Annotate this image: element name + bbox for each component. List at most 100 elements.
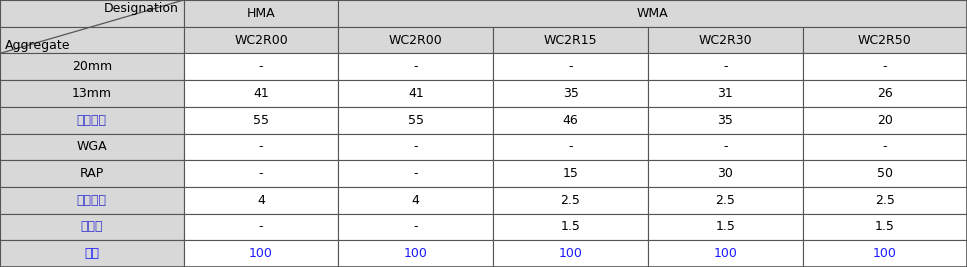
Bar <box>493 214 648 240</box>
Text: 15: 15 <box>563 167 578 180</box>
Bar <box>338 0 967 27</box>
Bar <box>0 0 184 27</box>
Bar <box>184 80 338 107</box>
Bar <box>493 80 648 107</box>
Text: 46: 46 <box>563 114 578 127</box>
Bar <box>648 53 803 80</box>
Bar <box>0 240 184 267</box>
Text: 55: 55 <box>253 114 269 127</box>
Text: -: - <box>569 60 572 73</box>
Text: 41: 41 <box>408 87 424 100</box>
Text: Aggregate: Aggregate <box>5 39 71 52</box>
Bar <box>338 187 493 214</box>
Bar <box>184 187 338 214</box>
Bar <box>0 187 184 214</box>
Text: 35: 35 <box>563 87 578 100</box>
Text: -: - <box>414 60 418 73</box>
Bar <box>184 107 338 134</box>
Bar <box>338 134 493 160</box>
Bar <box>0 107 184 134</box>
Bar <box>493 240 648 267</box>
Bar <box>803 80 967 107</box>
Bar <box>493 27 648 53</box>
Bar <box>0 134 184 160</box>
Text: -: - <box>723 60 727 73</box>
Bar <box>803 27 967 53</box>
Bar <box>493 160 648 187</box>
Text: -: - <box>259 167 263 180</box>
Bar <box>493 107 648 134</box>
Text: 석회석분: 석회석분 <box>76 194 107 207</box>
Text: 31: 31 <box>718 87 733 100</box>
Text: 100: 100 <box>559 247 582 260</box>
Bar <box>338 160 493 187</box>
Text: 35: 35 <box>718 114 733 127</box>
Bar <box>184 0 338 27</box>
Text: 4: 4 <box>257 194 265 207</box>
Text: 50: 50 <box>877 167 893 180</box>
Bar <box>338 27 493 53</box>
Text: WC2R00: WC2R00 <box>389 34 443 46</box>
Text: 4: 4 <box>412 194 420 207</box>
Bar <box>648 80 803 107</box>
Text: Designation: Designation <box>104 2 179 14</box>
Text: 1.5: 1.5 <box>716 221 735 233</box>
Text: 100: 100 <box>873 247 896 260</box>
Bar <box>338 240 493 267</box>
Text: -: - <box>569 140 572 153</box>
Text: 100: 100 <box>404 247 427 260</box>
Text: -: - <box>414 221 418 233</box>
Bar <box>0 80 184 107</box>
Text: 2.5: 2.5 <box>875 194 894 207</box>
Text: HMA: HMA <box>247 7 276 20</box>
Bar <box>493 134 648 160</box>
Text: -: - <box>259 60 263 73</box>
Text: 20: 20 <box>877 114 893 127</box>
Text: 부순모래: 부순모래 <box>76 114 107 127</box>
Text: 합계: 합계 <box>84 247 100 260</box>
Bar <box>648 107 803 134</box>
Bar <box>184 134 338 160</box>
Bar <box>803 134 967 160</box>
Text: WC2R30: WC2R30 <box>698 34 752 46</box>
Bar <box>184 160 338 187</box>
Bar <box>803 240 967 267</box>
Bar <box>0 53 184 80</box>
Text: WC2R15: WC2R15 <box>543 34 598 46</box>
Bar <box>0 214 184 240</box>
Text: -: - <box>414 140 418 153</box>
Text: -: - <box>259 140 263 153</box>
Text: WC2R50: WC2R50 <box>858 34 912 46</box>
Bar <box>648 27 803 53</box>
Bar <box>0 27 184 53</box>
Bar <box>184 214 338 240</box>
Text: 26: 26 <box>877 87 893 100</box>
Bar <box>803 107 967 134</box>
Text: 2.5: 2.5 <box>561 194 580 207</box>
Bar <box>184 27 338 53</box>
Text: -: - <box>883 60 887 73</box>
Text: RAP: RAP <box>79 167 104 180</box>
Bar <box>648 160 803 187</box>
Bar <box>338 80 493 107</box>
Bar <box>648 187 803 214</box>
Bar <box>648 134 803 160</box>
Bar <box>338 214 493 240</box>
Bar <box>648 240 803 267</box>
Text: -: - <box>723 140 727 153</box>
Bar <box>184 53 338 80</box>
Bar <box>648 214 803 240</box>
Text: WMA: WMA <box>637 7 668 20</box>
Bar <box>803 214 967 240</box>
Bar <box>803 160 967 187</box>
Text: 2.5: 2.5 <box>716 194 735 207</box>
Text: -: - <box>883 140 887 153</box>
Text: -: - <box>259 221 263 233</box>
Text: WGA: WGA <box>76 140 107 153</box>
Text: WC2R00: WC2R00 <box>234 34 288 46</box>
Text: 1.5: 1.5 <box>875 221 894 233</box>
Text: 41: 41 <box>253 87 269 100</box>
Text: 55: 55 <box>408 114 424 127</box>
Bar <box>338 53 493 80</box>
Bar <box>803 53 967 80</box>
